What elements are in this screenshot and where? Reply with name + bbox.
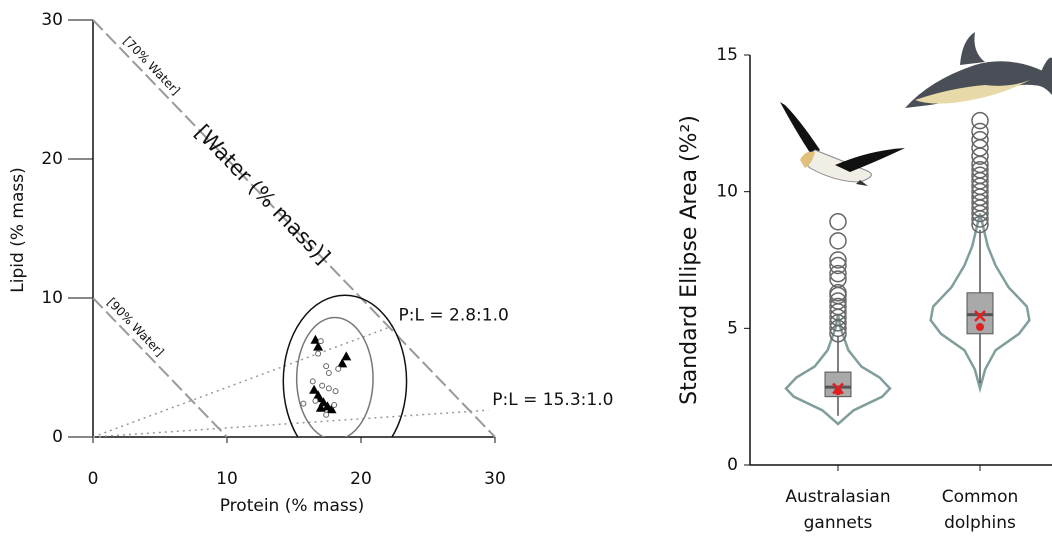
outlier xyxy=(971,111,989,130)
outlier xyxy=(829,292,847,310)
x-tick-label: Common dolphins xyxy=(942,487,1019,533)
outlier xyxy=(971,161,989,179)
triangle-point xyxy=(313,341,324,351)
circle-point xyxy=(323,363,330,370)
circle-point xyxy=(323,411,330,418)
x-tick-label: 10 xyxy=(216,469,238,489)
outlier xyxy=(829,251,847,269)
circle-point xyxy=(325,385,332,392)
y-tick-label: 20 xyxy=(41,149,63,169)
triangle-point xyxy=(309,384,320,394)
y-tick-label: 15 xyxy=(716,45,738,65)
x-axis-label: Protein (% mass) xyxy=(220,496,365,516)
water-title: [Water (% mass)] xyxy=(190,120,335,269)
circle-point xyxy=(331,402,338,409)
triangle-point xyxy=(326,404,337,414)
water-label: [90% Water] xyxy=(104,295,166,359)
y-tick-label: 10 xyxy=(716,182,738,202)
mean-marker xyxy=(832,382,844,395)
ratio-label: P:L = 2.8:1.0 xyxy=(399,305,509,325)
circle-point xyxy=(335,365,342,372)
outlier xyxy=(829,297,847,316)
mean-marker xyxy=(974,310,986,322)
outlier xyxy=(829,264,847,283)
outlier xyxy=(971,166,989,185)
outlier xyxy=(829,270,847,288)
dolphin-illustration xyxy=(905,32,1052,108)
y-tick-label: 0 xyxy=(727,455,738,475)
x-tick-label: 20 xyxy=(350,469,372,489)
triangle-point xyxy=(337,358,348,368)
ellipse-group xyxy=(282,294,408,437)
outlier xyxy=(829,232,847,250)
circle-point xyxy=(319,382,326,389)
x-tick-label: 30 xyxy=(484,469,506,489)
circle-point xyxy=(332,388,339,395)
ellipse xyxy=(282,294,408,437)
y-axis-label: Lipid (% mass) xyxy=(8,167,28,292)
outlier xyxy=(829,284,847,302)
ratio-line xyxy=(92,324,395,438)
water-label: [70% Water] xyxy=(120,34,182,98)
outlier xyxy=(829,212,847,231)
ratio-label: P:L = 15.3:1.0 xyxy=(492,390,613,410)
outlier xyxy=(971,122,989,141)
circle-point xyxy=(315,350,322,357)
ellipse xyxy=(295,316,374,437)
circle-point xyxy=(317,338,324,345)
gannet-illustration xyxy=(780,102,905,186)
circle-point xyxy=(300,400,307,407)
circle-point xyxy=(309,378,316,385)
water-line xyxy=(92,19,496,438)
outlier xyxy=(971,130,989,149)
x-tick-label: 0 xyxy=(88,469,99,489)
y-axis-label: Standard Ellipse Area (%²) xyxy=(677,115,702,405)
y-tick-label: 0 xyxy=(52,427,63,447)
y-tick-label: 10 xyxy=(41,288,63,308)
circle-point xyxy=(312,397,319,404)
triangle-point xyxy=(341,351,352,361)
y-tick-label: 30 xyxy=(41,10,63,30)
water-line xyxy=(92,297,228,438)
circle-point xyxy=(325,370,332,377)
triangle-point xyxy=(313,390,324,400)
y-tick-label: 5 xyxy=(727,318,738,338)
dot-marker xyxy=(976,322,984,331)
outlier xyxy=(829,256,847,275)
x-tick-label: Australasian gannets xyxy=(785,487,890,533)
